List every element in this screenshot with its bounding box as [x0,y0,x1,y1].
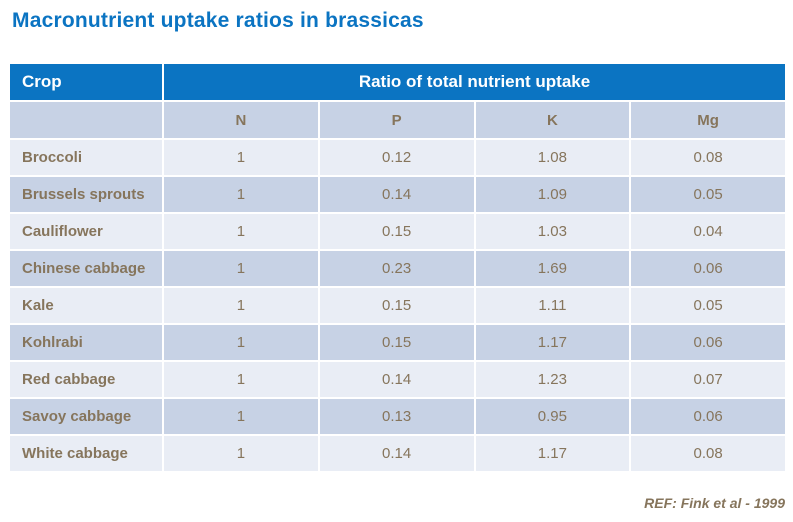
crop-name-cell: Broccoli [8,138,164,177]
table-subheader-row: N P K Mg [8,100,788,140]
column-header-n: N [162,100,320,140]
value-cell: 0.08 [629,138,788,177]
crop-name-cell: Kohlrabi [8,323,164,362]
value-cell: 1.03 [473,212,632,251]
value-cell: 1 [162,434,320,473]
value-cell: 0.05 [629,175,788,214]
value-cell: 0.04 [629,212,788,251]
value-cell: 0.12 [317,138,476,177]
value-cell: 0.06 [629,397,788,436]
value-cell: 1.23 [473,360,632,399]
value-cell: 1 [162,138,320,177]
value-cell: 1 [162,360,320,399]
column-header-mg: Mg [629,100,788,140]
crop-name-cell: Brussels sprouts [8,175,164,214]
group-column-header: Ratio of total nutrient uptake [161,62,788,102]
value-cell: 0.14 [317,175,476,214]
table-row: Broccoli 1 0.12 1.08 0.08 [8,138,788,177]
value-cell: 1.08 [473,138,632,177]
table-row: Brussels sprouts 1 0.14 1.09 0.05 [8,175,788,214]
crop-name-cell: Red cabbage [8,360,164,399]
value-cell: 1.17 [473,323,632,362]
value-cell: 0.15 [317,212,476,251]
reference-text: REF: Fink et al - 1999 [644,495,785,511]
table-row: Kohlrabi 1 0.15 1.17 0.06 [8,323,788,362]
value-cell: 0.14 [317,360,476,399]
value-cell: 0.13 [317,397,476,436]
page-title: Macronutrient uptake ratios in brassicas [12,9,424,32]
table-body: Broccoli 1 0.12 1.08 0.08 Brussels sprouts 1 0.… [8,138,788,473]
crop-column-header: Crop [8,62,164,102]
value-cell: 0.23 [317,249,476,288]
value-cell: 0.14 [317,434,476,473]
value-cell: 1 [162,175,320,214]
table-row: Chinese cabbage 1 0.23 1.69 0.06 [8,249,788,288]
crop-name-cell: Cauliflower [8,212,164,251]
table-row: Savoy cabbage 1 0.13 0.95 0.06 [8,397,788,436]
column-header-k: K [473,100,632,140]
value-cell: 1 [162,397,320,436]
table-row: White cabbage 1 0.14 1.17 0.08 [8,434,788,473]
value-cell: 0.95 [473,397,632,436]
value-cell: 0.06 [629,323,788,362]
crop-name-cell: Chinese cabbage [8,249,164,288]
value-cell: 1 [162,323,320,362]
value-cell: 1.17 [473,434,632,473]
value-cell: 1.11 [473,286,632,325]
value-cell: 0.15 [317,286,476,325]
empty-corner-cell [8,100,164,140]
value-cell: 0.05 [629,286,788,325]
crop-name-cell: Savoy cabbage [8,397,164,436]
crop-name-cell: Kale [8,286,164,325]
table-row: Kale 1 0.15 1.11 0.05 [8,286,788,325]
table-row: Cauliflower 1 0.15 1.03 0.04 [8,212,788,251]
value-cell: 0.07 [629,360,788,399]
value-cell: 0.08 [629,434,788,473]
crop-name-cell: White cabbage [8,434,164,473]
column-header-p: P [317,100,476,140]
value-cell: 1 [162,249,320,288]
nutrient-uptake-table: Crop Ratio of total nutrient uptake N P … [8,62,788,473]
value-cell: 0.15 [317,323,476,362]
value-cell: 1.09 [473,175,632,214]
value-cell: 1.69 [473,249,632,288]
value-cell: 1 [162,286,320,325]
table-row: Red cabbage 1 0.14 1.23 0.07 [8,360,788,399]
value-cell: 0.06 [629,249,788,288]
table-header-row: Crop Ratio of total nutrient uptake [8,62,788,102]
value-cell: 1 [162,212,320,251]
